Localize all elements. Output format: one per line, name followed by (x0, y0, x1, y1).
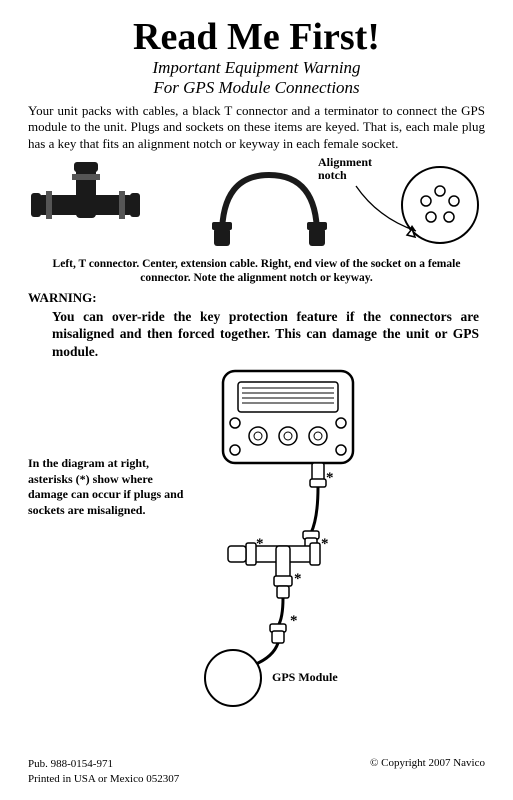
page-footer: Pub. 988-0154-971 Printed in USA or Mexi… (28, 757, 485, 786)
page-subtitle: Important Equipment Warning For GPS Modu… (28, 58, 485, 97)
socket-diagram (395, 160, 485, 250)
figure-caption: Left, T connector. Center, extension cab… (36, 257, 477, 286)
main-unit-icon (223, 371, 353, 463)
footer-left: Pub. 988-0154-971 Printed in USA or Mexi… (28, 757, 179, 786)
gps-module-icon (205, 650, 261, 706)
footer-copyright: © Copyright 2007 Navico (370, 757, 485, 786)
subtitle-line-1: Important Equipment Warning (152, 58, 360, 77)
page-title: Read Me First! (28, 18, 485, 56)
svg-text:*: * (256, 536, 264, 552)
footer-print: Printed in USA or Mexico 052307 (28, 773, 179, 785)
wiring-diagram: * * * * * (28, 368, 488, 708)
extension-cable-image (202, 160, 337, 250)
terminator-icon (228, 546, 246, 562)
figure-row: Alignment notch (28, 158, 485, 253)
footer-pub: Pub. 988-0154-971 (28, 758, 113, 770)
alignment-label-line2: notch (318, 168, 347, 182)
gps-module-label: GPS Module (272, 670, 338, 685)
alignment-label-line1: Alignment (318, 155, 372, 169)
subtitle-line-2: For GPS Module Connections (153, 78, 359, 97)
alignment-notch-label: Alignment notch (318, 156, 372, 182)
svg-text:*: * (290, 613, 298, 629)
svg-text:*: * (294, 571, 302, 587)
warning-label: WARNING: (28, 290, 485, 306)
svg-text:*: * (326, 470, 334, 486)
intro-paragraph: Your unit packs with cables, a black T c… (28, 103, 485, 152)
lower-diagram-area: In the diagram at right, asterisks (*) s… (28, 368, 485, 708)
warning-body: You can over-ride the key protection fea… (52, 308, 479, 361)
t-connector-image (28, 160, 143, 250)
svg-text:*: * (321, 536, 329, 552)
cable-t-to-gps (251, 586, 289, 666)
